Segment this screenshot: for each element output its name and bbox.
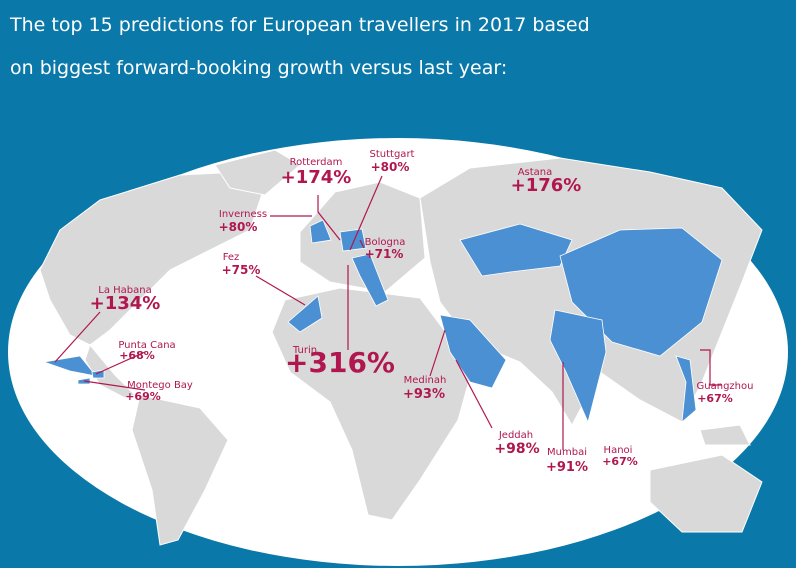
growth-value: +69% (125, 390, 161, 403)
city-name: Mumbai (547, 447, 587, 458)
city-name: Rotterdam (290, 157, 343, 168)
city-name: Fez (223, 252, 240, 263)
growth-value: +316% (285, 346, 395, 379)
leader-lines (54, 175, 722, 450)
city-name: Astana (518, 167, 553, 178)
city-name: Medinah (404, 375, 447, 386)
growth-value: +67% (602, 455, 638, 468)
city-name: Punta Cana (118, 340, 175, 351)
growth-value: +80% (219, 220, 258, 234)
growth-value: +93% (403, 387, 445, 402)
growth-value: +71% (365, 247, 404, 261)
growth-value: +75% (222, 263, 261, 277)
city-name: Montego Bay (127, 380, 193, 391)
city-name: Stuttgart (370, 149, 415, 160)
highlighted-countries (43, 219, 723, 424)
city-name: Turin (292, 345, 317, 356)
growth-value: +98% (494, 441, 539, 457)
growth-value: +68% (119, 349, 155, 362)
growth-value: +80% (371, 160, 410, 174)
city-name: La Habana (98, 285, 151, 296)
growth-value: +176% (511, 175, 582, 196)
city-name: Bologna (365, 237, 406, 248)
city-name: Inverness (219, 209, 267, 220)
growth-value: +67% (697, 392, 733, 405)
city-name: Jeddah (498, 430, 533, 441)
growth-value: +91% (546, 460, 588, 475)
labels: Rotterdam+174%Stuttgart+80% Astana+176%In… (90, 149, 754, 475)
title: The top 15 predictions for European trav… (10, 14, 590, 79)
growth-value: +174% (281, 167, 352, 188)
city-name: Hanoi (604, 445, 633, 456)
growth-value: +134% (90, 293, 161, 314)
city-name: Guangzhou (697, 381, 754, 392)
